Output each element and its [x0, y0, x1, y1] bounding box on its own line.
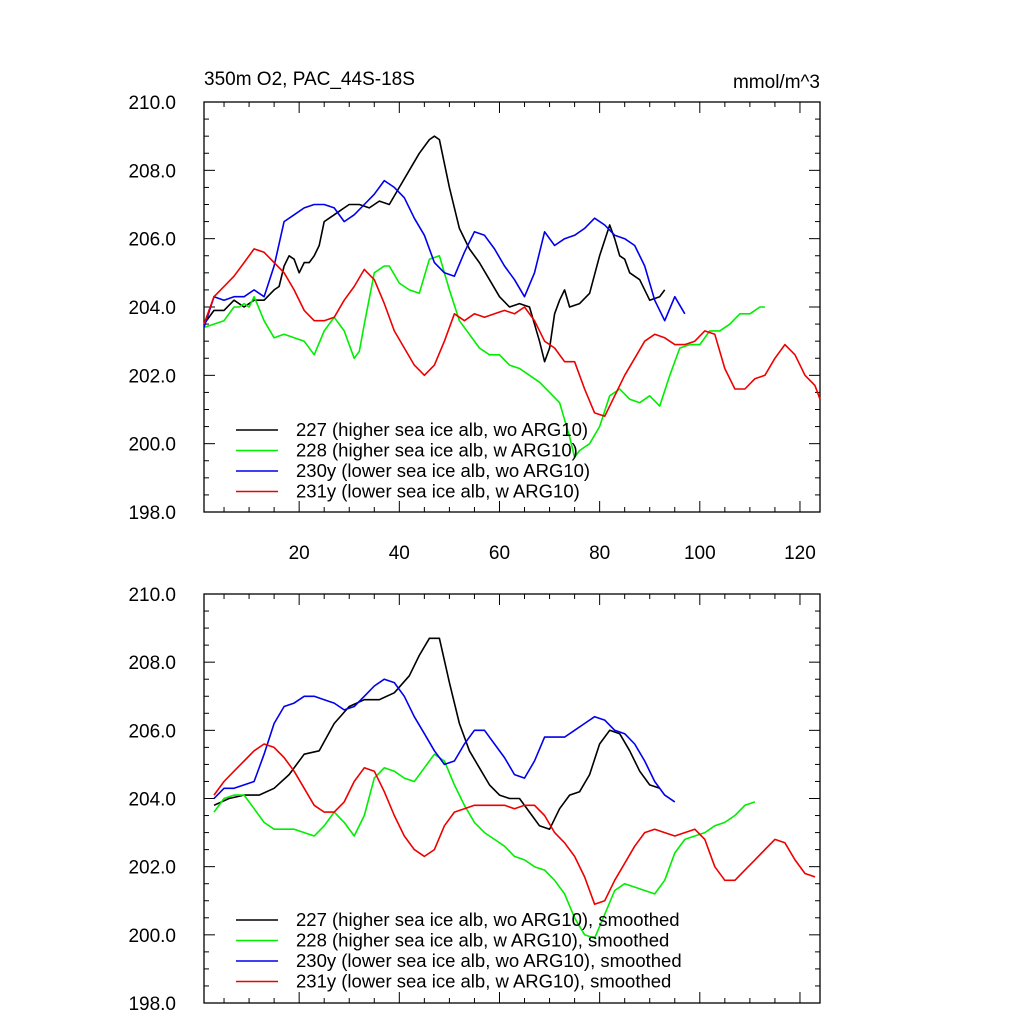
legend-label: 227 (higher sea ice alb, wo ARG10): [296, 419, 588, 440]
y-tick-label: 210.0: [128, 585, 176, 606]
y-tick-label: 200.0: [128, 926, 176, 947]
legend-label: 230y (lower sea ice alb, wo ARG10): [296, 460, 590, 481]
series-line-1: [213, 753, 756, 940]
panel-top: 198.0 200.0 202.0 204.0 206.0 208.0 210.0 20 40 6…: [128, 93, 821, 564]
x-tick-label: 40: [389, 543, 410, 564]
chart-title: 350m O2, PAC_44S-18S: [204, 69, 415, 90]
legend-label: 228 (higher sea ice alb, w ARG10), smoot…: [296, 930, 669, 951]
x-tick-label: 120: [784, 543, 816, 564]
series-line-2: [203, 179, 686, 328]
y-tick-label: 210.0: [128, 93, 176, 114]
series-line-2: [213, 678, 676, 803]
y-tick-label: 208.0: [128, 653, 176, 674]
y-tick-label: 206.0: [128, 230, 176, 251]
y-tick-label: 200.0: [128, 435, 176, 456]
y-tick-label: 206.0: [128, 721, 176, 742]
y-tick-label: 204.0: [128, 790, 176, 811]
y-tick-label: 198.0: [128, 503, 176, 524]
y-tick-label: 198.0: [128, 994, 176, 1015]
series-line-3: [213, 743, 816, 906]
x-tick-label: 20: [289, 543, 310, 564]
legend-label: 228 (higher sea ice alb, w ARG10): [296, 440, 578, 461]
y-tick-label: 208.0: [128, 161, 176, 182]
legend-label: 231y (lower sea ice alb, w ARG10), smoot…: [296, 971, 671, 992]
x-tick-label: 80: [589, 543, 610, 564]
series-line-3: [203, 248, 821, 418]
legend-label: 227 (higher sea ice alb, wo ARG10), smoo…: [296, 909, 680, 930]
legend-label: 231y (lower sea ice alb, w ARG10): [296, 481, 580, 502]
series-line-0: [213, 637, 660, 831]
x-tick-label: 60: [489, 543, 510, 564]
panel-bottom: 198.0 200.0 202.0 204.0 206.0 208.0 210.0 227 (…: [128, 585, 821, 1015]
legend-label: 230y (lower sea ice alb, wo ARG10), smoo…: [296, 950, 682, 971]
y-tick-label: 202.0: [128, 858, 176, 879]
series-line-1: [203, 255, 765, 459]
y-tick-label: 202.0: [128, 366, 176, 387]
units-label: mmol/m^3: [733, 72, 820, 93]
x-tick-label: 100: [684, 543, 716, 564]
series-line-0: [203, 135, 666, 363]
y-tick-label: 204.0: [128, 298, 176, 319]
